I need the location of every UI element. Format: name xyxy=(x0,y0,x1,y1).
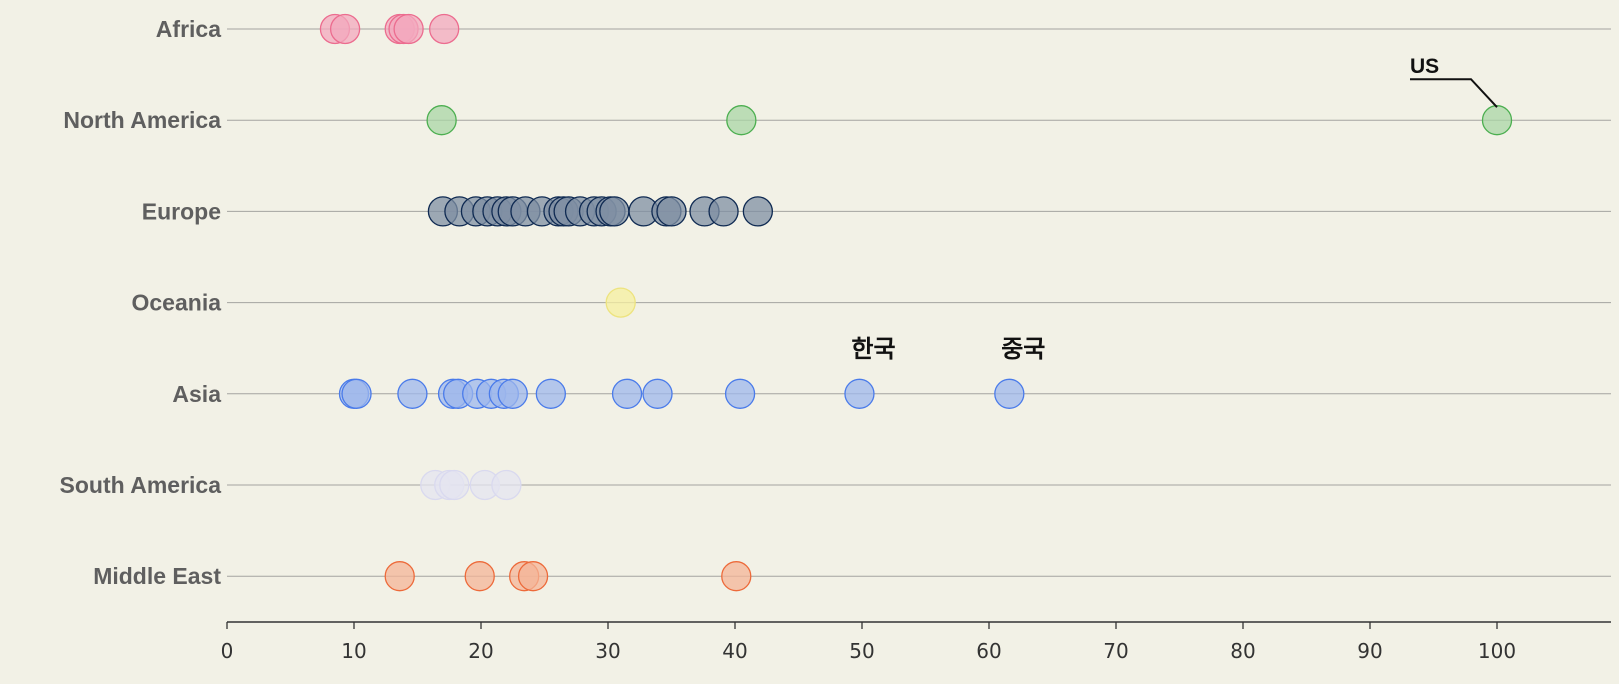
x-tick-label-100: 100 xyxy=(1478,639,1516,663)
annotation-label-us: US xyxy=(1410,55,1439,78)
point-north-america-0 xyxy=(426,105,457,136)
category-label-middle-east: Middle East xyxy=(93,563,221,589)
point-asia-12 xyxy=(724,378,756,409)
category-label-asia: Asia xyxy=(172,381,221,407)
x-tick-label-90: 90 xyxy=(1357,639,1382,663)
x-tick-label-40: 40 xyxy=(722,639,747,663)
annotation-us: US xyxy=(1410,55,1498,108)
x-tick-label-10: 10 xyxy=(341,639,366,663)
point-oceania-0 xyxy=(605,287,636,318)
category-label-oceania: Oceania xyxy=(132,290,222,316)
x-tick-label-50: 50 xyxy=(849,639,874,663)
point-africa-1 xyxy=(329,13,361,45)
category-label-south-america: South America xyxy=(60,472,222,498)
category-label-africa: Africa xyxy=(156,16,221,42)
point-asia-10 xyxy=(611,378,643,409)
data-points xyxy=(319,13,1513,592)
point-middle-east-3 xyxy=(517,561,549,592)
point-europe-16 xyxy=(599,196,630,227)
category-label-north-america: North America xyxy=(63,107,221,133)
x-tick-label-60: 60 xyxy=(976,639,1001,663)
annotations: US 한국 중국 xyxy=(851,55,1498,363)
x-tick-label-20: 20 xyxy=(468,639,493,663)
point-asia-1 xyxy=(341,378,372,409)
x-tick-label-0: 0 xyxy=(221,639,234,663)
point-middle-east-1 xyxy=(464,561,495,592)
point-south-america-2 xyxy=(439,469,470,501)
point-middle-east-4 xyxy=(721,561,752,592)
x-tick-label-80: 80 xyxy=(1230,639,1255,663)
point-africa-4 xyxy=(393,13,424,45)
category-labels: Africa North America Europe Oceania Asia Sout… xyxy=(60,16,222,589)
x-tick-label-70: 70 xyxy=(1103,639,1128,663)
annotation-label-2: 중국 xyxy=(1001,335,1045,363)
point-asia-8 xyxy=(497,378,528,409)
point-asia-9 xyxy=(535,378,566,409)
annotation-label-1: 한국 xyxy=(851,335,895,363)
point-asia-11 xyxy=(642,378,673,409)
point-middle-east-0 xyxy=(384,561,415,592)
point-africa-5 xyxy=(429,13,460,45)
point-asia-2 xyxy=(397,378,428,409)
x-axis: 0 10 20 30 40 50 60 70 80 90 100 xyxy=(221,621,1611,663)
point-asia-13 xyxy=(844,378,875,409)
category-label-europe: Europe xyxy=(142,198,221,224)
point-south-america-4 xyxy=(491,469,522,501)
point-north-america-1 xyxy=(726,105,757,136)
point-europe-19 xyxy=(656,196,687,227)
point-north-america-2 xyxy=(1481,105,1513,136)
point-asia-14 xyxy=(994,378,1025,409)
point-europe-21 xyxy=(708,196,739,227)
x-tick-label-30: 30 xyxy=(595,639,620,663)
annotation-leader-us xyxy=(1410,78,1498,108)
point-europe-22 xyxy=(742,196,774,227)
